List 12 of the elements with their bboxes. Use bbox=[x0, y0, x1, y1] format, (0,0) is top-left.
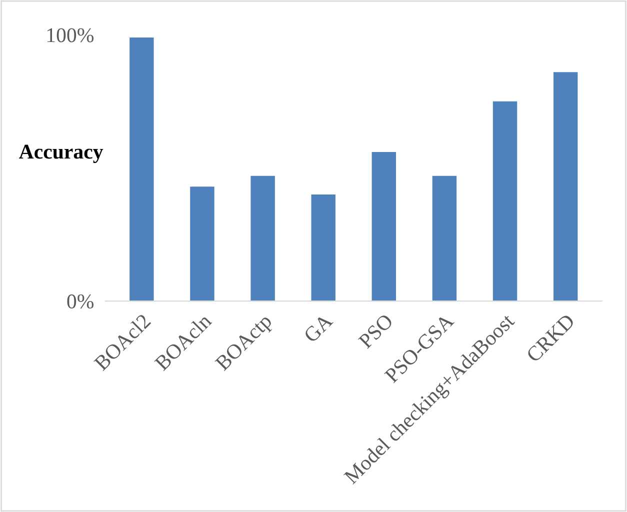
y-tick-label: 0% bbox=[67, 294, 94, 309]
bar bbox=[250, 176, 275, 302]
bar bbox=[432, 176, 457, 302]
bar bbox=[553, 72, 578, 302]
bar bbox=[130, 37, 154, 302]
x-tick-label: GA bbox=[303, 312, 334, 344]
bar bbox=[190, 186, 214, 302]
bar bbox=[492, 101, 518, 302]
bar bbox=[311, 194, 336, 302]
y-tick-label: 100% bbox=[47, 28, 94, 42]
bar bbox=[372, 152, 396, 302]
y-axis-title: Accuracy bbox=[19, 144, 104, 164]
